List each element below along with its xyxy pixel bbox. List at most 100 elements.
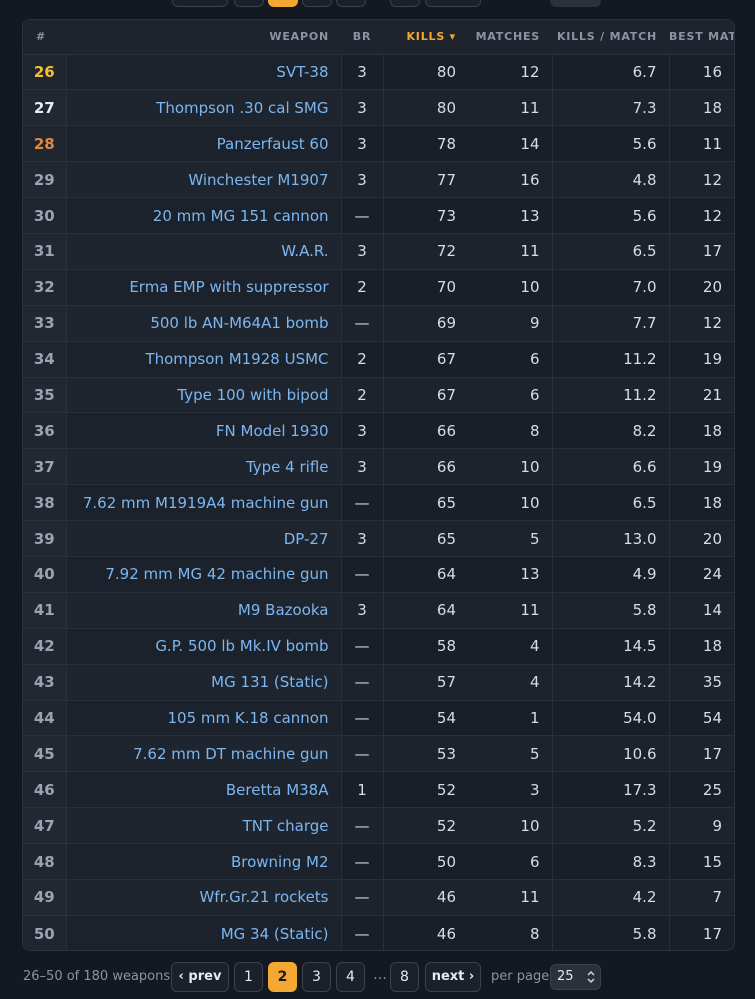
- table-row[interactable]: 38 7.62 mm M1919A4 machine gun —65 10 6.5 18: [23, 484, 734, 522]
- table-row[interactable]: 30 20 mm MG 151 cannon —73 13 5.6 12: [23, 197, 734, 234]
- top-page-button[interactable]: [234, 0, 264, 7]
- table-row[interactable]: 48 Browning M2—50 6 8.3 15: [23, 843, 734, 880]
- table-row[interactable]: 28 Panzerfaust 60 3 78 14 5.6 11: [23, 125, 734, 163]
- weapon-link[interactable]: Thompson M1928 USMC: [66, 341, 341, 378]
- br-cell: —: [340, 915, 384, 950]
- per-page-value: 25: [557, 969, 574, 984]
- table-row[interactable]: 37 Type 4 rifle 3 66 10 6.6 19: [23, 448, 734, 486]
- weapon-link[interactable]: Beretta M38A: [66, 771, 341, 809]
- table-row[interactable]: 44 105 mm K.18 cannon —54 1 54.0 54: [23, 700, 734, 737]
- table-row[interactable]: 40 7.92 mm MG 42 machine gun —64 13 4.9 24: [23, 556, 734, 593]
- table-row[interactable]: 35 Type 100 with bipod 2 67 6 11.2 21: [23, 377, 734, 414]
- up-down-chevron-icon: [587, 965, 595, 999]
- kills-per-match-cell: 4.8: [551, 161, 670, 199]
- table-row[interactable]: 32 Erma EMP with suppressor 2 70 10 7.0 20: [23, 269, 734, 306]
- page-8-button[interactable]: 8: [390, 962, 419, 992]
- kills-per-match-cell: 14.5: [551, 628, 670, 665]
- best-match-cell: 24: [669, 556, 734, 593]
- weapon-link[interactable]: 105 mm K.18 cannon: [66, 700, 341, 737]
- per-page-select[interactable]: 25: [550, 964, 601, 990]
- weapon-link[interactable]: Erma EMP with suppressor: [66, 269, 341, 306]
- best-match-column-header[interactable]: BEST MATCH: [669, 20, 734, 55]
- matches-cell: 10: [468, 484, 552, 522]
- kills-cell: 65: [383, 520, 468, 557]
- br-cell: —: [340, 843, 384, 880]
- table-row[interactable]: 36 FN Model 1930 3 66 8 8.2 18: [23, 412, 734, 450]
- kills-column-header-sorted[interactable]: KILLS ▾: [383, 20, 468, 55]
- top-page-button[interactable]: [302, 0, 332, 7]
- table-row[interactable]: 26 SVT-38 3 80 12 6.7 16: [23, 54, 734, 91]
- matches-cell: 4: [468, 628, 552, 665]
- kills-per-match-column-header[interactable]: KILLS / MATCH: [552, 20, 669, 55]
- table-row[interactable]: 45 7.62 mm DT machine gun —53 5 10.6 17: [23, 735, 734, 773]
- weapon-link[interactable]: 7.92 mm MG 42 machine gun: [66, 556, 341, 593]
- next-page-button[interactable]: next ›: [425, 962, 481, 992]
- br-cell: —: [340, 879, 384, 916]
- br-cell: 3: [340, 89, 384, 127]
- rank-column-header[interactable]: #: [23, 20, 66, 55]
- weapon-link[interactable]: 20 mm MG 151 cannon: [66, 197, 341, 234]
- table-row[interactable]: 34 Thompson M1928 USMC 2 67 6 11.2 19: [23, 341, 734, 378]
- weapon-link[interactable]: DP-27: [66, 520, 341, 557]
- weapon-link[interactable]: 7.62 mm DT machine gun: [66, 735, 341, 773]
- weapon-link[interactable]: Thompson .30 cal SMG: [66, 89, 341, 127]
- weapon-link[interactable]: W.A.R.: [66, 233, 341, 270]
- br-cell: —: [340, 807, 384, 845]
- kills-per-match-cell: 10.6: [551, 735, 670, 773]
- kills-per-match-cell: 7.0: [551, 269, 670, 306]
- weapon-column-header[interactable]: WEAPON: [66, 20, 341, 55]
- table-row[interactable]: 31 W.A.R. 3 72 11 6.5 17: [23, 233, 734, 270]
- kills-cell: 52: [383, 807, 468, 845]
- weapon-link[interactable]: Winchester M1907: [66, 161, 341, 199]
- weapon-link[interactable]: 7.62 mm M1919A4 machine gun: [66, 484, 341, 522]
- page-2-button-current[interactable]: 2: [268, 962, 297, 992]
- br-column-header[interactable]: BR: [341, 20, 383, 55]
- top-per-page-select[interactable]: [550, 0, 601, 7]
- best-match-cell: 18: [669, 628, 734, 665]
- kills-per-match-cell: 7.3: [551, 89, 670, 127]
- weapon-link[interactable]: SVT-38: [66, 54, 341, 91]
- table-row[interactable]: 39 DP-27 3 65 5 13.0 20: [23, 520, 734, 557]
- br-cell: 3: [340, 54, 384, 91]
- weapon-link[interactable]: MG 34 (Static): [66, 915, 341, 950]
- rank-cell: 34: [23, 341, 67, 378]
- table-row[interactable]: 46 Beretta M38A 1 52 3 17.3 25: [23, 771, 734, 809]
- top-page-button[interactable]: [390, 0, 420, 7]
- table-row[interactable]: 41 M9 Bazooka 3 64 11 5.8 14: [23, 592, 734, 629]
- matches-column-header[interactable]: MATCHES: [468, 20, 552, 55]
- weapon-link[interactable]: Panzerfaust 60: [66, 125, 341, 163]
- weapon-link[interactable]: Browning M2: [66, 843, 341, 880]
- weapon-link[interactable]: MG 131 (Static): [66, 664, 341, 701]
- top-page-button[interactable]: [336, 0, 366, 7]
- table-row[interactable]: 27 Thompson .30 cal SMG 3 80 11 7.3 18: [23, 89, 734, 127]
- rank-cell: 39: [23, 520, 67, 557]
- weapon-link[interactable]: TNT charge: [66, 807, 341, 845]
- table-row[interactable]: 29 Winchester M1907 3 77 16 4.8 12: [23, 161, 734, 199]
- page-4-button[interactable]: 4: [336, 962, 365, 992]
- table-row[interactable]: 47 TNT charge —52 10 5.2 9: [23, 807, 734, 845]
- page-3-button[interactable]: 3: [302, 962, 331, 992]
- weapon-link[interactable]: 500 lb AN-M64A1 bomb: [66, 305, 341, 342]
- kills-per-match-cell: 13.0: [551, 520, 670, 557]
- weapon-link[interactable]: Wfr.Gr.21 rockets: [66, 879, 341, 916]
- weapon-link[interactable]: FN Model 1930: [66, 412, 341, 450]
- results-summary: 26–50 of 180 weapons: [23, 969, 171, 984]
- weapon-link[interactable]: Type 4 rifle: [66, 448, 341, 486]
- top-next-button[interactable]: [425, 0, 481, 7]
- table-row[interactable]: 43 MG 131 (Static) —57 4 14.2 35: [23, 664, 734, 701]
- top-page-button-active[interactable]: [268, 0, 298, 7]
- weapon-link[interactable]: Type 100 with bipod: [66, 377, 341, 414]
- table-row[interactable]: 33 500 lb AN-M64A1 bomb —69 9 7.7 12: [23, 305, 734, 342]
- matches-cell: 10: [468, 269, 552, 306]
- prev-page-button[interactable]: ‹ prev: [171, 962, 229, 992]
- weapon-link[interactable]: M9 Bazooka: [66, 592, 341, 629]
- table-row[interactable]: 50 MG 34 (Static) — 46 8 5.8 17: [23, 915, 734, 950]
- br-cell: —: [340, 700, 384, 737]
- top-prev-button[interactable]: [172, 0, 228, 7]
- kills-per-match-cell: 6.6: [551, 448, 670, 486]
- table-row[interactable]: 49 Wfr.Gr.21 rockets —46 11 4.2 7: [23, 879, 734, 916]
- weapon-link[interactable]: G.P. 500 lb Mk.IV bomb: [66, 628, 341, 665]
- best-match-cell: 15: [669, 843, 734, 880]
- page-1-button[interactable]: 1: [234, 962, 263, 992]
- table-row[interactable]: 42 G.P. 500 lb Mk.IV bomb —58 4 14.5 18: [23, 628, 734, 665]
